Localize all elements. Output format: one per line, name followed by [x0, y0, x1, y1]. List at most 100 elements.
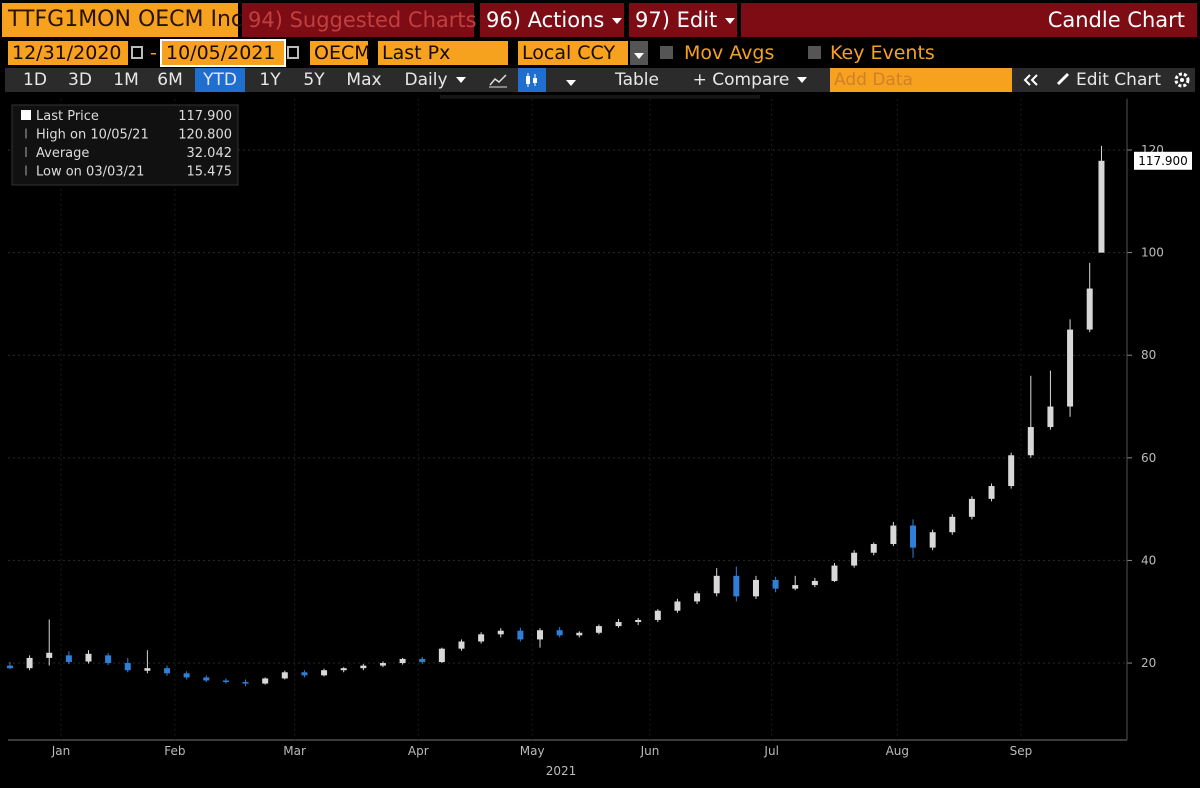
candle-body	[262, 678, 269, 684]
calendar-icon[interactable]	[131, 46, 143, 59]
edit-chart-button[interactable]: Edit Chart	[1050, 68, 1166, 92]
candle-body	[46, 652, 53, 658]
key-events-label: Key Events	[830, 42, 935, 64]
key-events-checkbox[interactable]	[808, 46, 821, 59]
candle-body	[733, 575, 740, 597]
legend-label: High on 10/05/21	[36, 128, 149, 143]
candle-body	[6, 665, 13, 669]
candle-body	[458, 641, 465, 649]
date-separator: -	[150, 42, 157, 64]
candle-body	[360, 665, 367, 669]
candle-body	[281, 672, 288, 679]
period-button[interactable]: 5Y	[296, 68, 332, 92]
period-button[interactable]: 1Y	[252, 68, 288, 92]
suggested-charts[interactable]: 94) Suggested Charts	[242, 3, 477, 37]
candle-body	[890, 525, 897, 545]
frequency[interactable]: Daily	[395, 68, 475, 92]
legend-value: 15.475	[187, 165, 233, 180]
y-tick-label: 60	[1141, 451, 1156, 465]
candle-body	[772, 579, 779, 589]
legend-box	[11, 104, 239, 186]
actions-label: 96) Actions	[486, 8, 605, 32]
currency[interactable]: Local CCY	[518, 41, 628, 65]
candle-body	[222, 680, 229, 683]
mov-avgs-label: Mov Avgs	[684, 42, 775, 64]
candle-body	[713, 575, 720, 594]
candle-body	[105, 655, 112, 664]
y-tick-label: 20	[1141, 656, 1156, 670]
candle-body	[595, 626, 602, 633]
candle-body	[1008, 455, 1015, 487]
y-tick-label: 40	[1141, 553, 1156, 567]
legend-label: Low on 03/03/21	[36, 165, 144, 180]
end-date[interactable]: 10/05/2021	[160, 39, 286, 67]
candle-body	[85, 653, 92, 662]
candle-body	[654, 610, 661, 620]
candle-icon[interactable]	[518, 68, 546, 92]
collapse-icon	[1023, 74, 1038, 86]
y-tick-label: 100	[1141, 246, 1164, 260]
candle-body	[419, 658, 426, 663]
x-tick-label: Mar	[283, 744, 306, 758]
candle-body	[576, 632, 583, 636]
compare-button[interactable]: + Compare	[688, 68, 812, 92]
ticker[interactable]: TTFG1MON OECM Inc	[2, 3, 243, 37]
x-tick-label: Feb	[164, 744, 185, 758]
candle-body	[144, 668, 151, 671]
candle-body	[340, 668, 347, 671]
candle-body	[1027, 427, 1034, 456]
period-button[interactable]: YTD	[195, 68, 245, 92]
start-date[interactable]: 12/31/2020	[8, 41, 128, 65]
source[interactable]: OECM	[310, 41, 371, 65]
collapse-button[interactable]	[1018, 68, 1044, 92]
edit-label: 97) Edit	[635, 8, 718, 32]
candle-body	[968, 498, 975, 517]
candle-body	[124, 663, 131, 671]
calendar-icon[interactable]	[287, 46, 299, 59]
compare-label: + Compare	[692, 70, 790, 90]
actions-menu[interactable]: 96) Actions	[480, 3, 624, 37]
x-tick-label: Apr	[408, 744, 429, 758]
x-axis-label: 2021	[546, 764, 577, 778]
legend-value: 117.900	[178, 109, 232, 124]
settings-button[interactable]	[1170, 68, 1194, 92]
period-button[interactable]: 1M	[108, 68, 144, 92]
x-tick-label: Jul	[763, 744, 778, 758]
candle-body	[1047, 406, 1054, 428]
chart-type-dropdown[interactable]	[558, 68, 586, 92]
period-button[interactable]: 6M	[152, 68, 188, 92]
period-button[interactable]: 1D	[18, 68, 52, 92]
period-button[interactable]: 3D	[62, 68, 98, 92]
candle-body	[752, 579, 759, 597]
last-price-tag	[1134, 151, 1192, 170]
candle-body	[1086, 288, 1093, 330]
add-data-input[interactable]: Add Data	[830, 68, 1012, 92]
currency-dropdown[interactable]	[630, 41, 648, 65]
candle-body	[321, 670, 328, 676]
x-tick-label: Jan	[51, 744, 71, 758]
table-button[interactable]: Table	[598, 68, 676, 92]
candle-body	[988, 486, 995, 499]
candle-body	[26, 657, 33, 669]
line-icon[interactable]	[484, 68, 512, 92]
edit-menu[interactable]: 97) Edit	[629, 3, 737, 37]
candle-body	[242, 682, 249, 684]
mov-avgs-checkbox[interactable]	[660, 46, 673, 59]
y-tick-label: 80	[1141, 348, 1156, 362]
candle-body	[164, 668, 171, 674]
x-tick-label: May	[520, 744, 545, 758]
legend-label: Last Price	[36, 109, 99, 124]
gear-icon	[1174, 72, 1190, 88]
candle-body	[615, 622, 622, 627]
line-icon-graphic	[489, 74, 507, 88]
candle-body	[910, 525, 917, 548]
candle-body	[478, 634, 485, 642]
period-button[interactable]: Max	[342, 68, 386, 92]
candle-body	[949, 516, 956, 533]
field[interactable]: Last Px	[378, 41, 508, 65]
candle-body	[1067, 329, 1074, 407]
candle-body	[1098, 160, 1105, 253]
last-price-label: 117.900	[1138, 154, 1188, 168]
